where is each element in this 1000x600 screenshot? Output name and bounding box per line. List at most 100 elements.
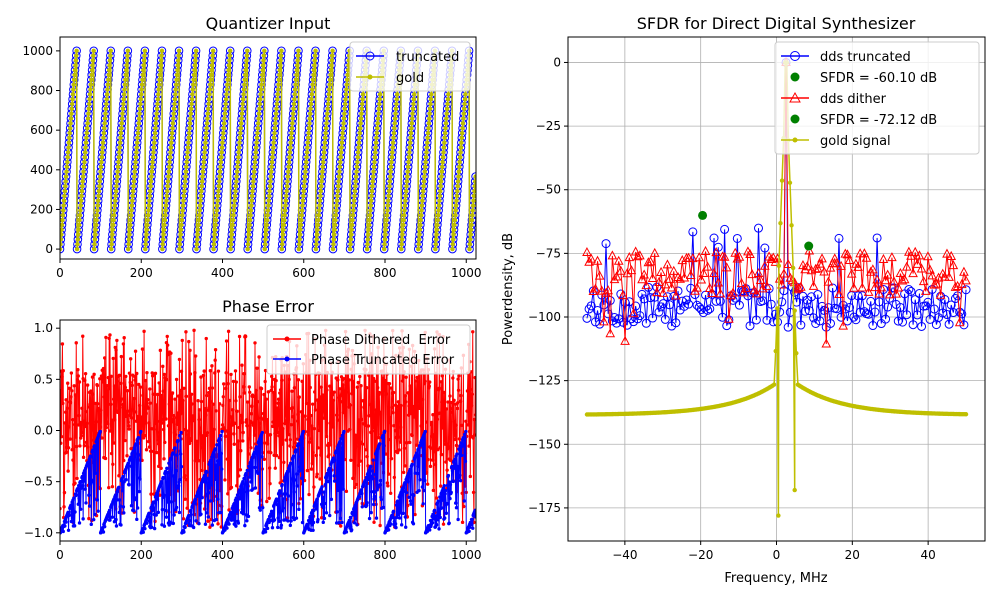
sfdr-xtick-label: 20 [845, 548, 860, 562]
gold-point [109, 237, 115, 242]
truncated-error-point [290, 477, 294, 481]
gold-point [61, 208, 66, 213]
truncated-error-point [456, 517, 460, 522]
gold-point [427, 106, 433, 112]
dithered-error-point [105, 400, 110, 404]
gold-point [443, 125, 448, 131]
dithered-error-point [237, 334, 242, 339]
dithered-error-point [389, 386, 393, 390]
gold-point [175, 67, 180, 73]
gold-signal-point [776, 263, 782, 269]
dithered-error-point [445, 442, 450, 446]
truncated-error-point [337, 521, 341, 525]
dithered-error-point [264, 430, 268, 434]
gold-point [205, 111, 211, 116]
dithered-error-point [156, 441, 161, 446]
gold-point [440, 164, 445, 170]
gold-point [462, 101, 467, 107]
truncated-error-point [83, 487, 87, 491]
dithered-error-point [60, 388, 63, 393]
dithered-error-point [427, 380, 432, 384]
gold-point [310, 87, 315, 92]
dithered-error-point [134, 410, 138, 414]
truncated-error-point [451, 479, 455, 484]
truncated-error-point [177, 510, 182, 515]
dds-dither-point [654, 276, 664, 287]
gold-point [82, 159, 87, 165]
sfdr-xtick-label: 40 [920, 548, 935, 562]
truncated-error-point [216, 497, 220, 501]
gold-point [270, 154, 275, 160]
dds-truncated-point [709, 233, 719, 243]
truncated-error-point [79, 507, 83, 511]
dithered-error-point [448, 394, 452, 398]
gold-point [351, 198, 357, 203]
dithered-error-point [187, 441, 192, 446]
truncated-error-point [117, 510, 122, 515]
truncated-error-point [84, 501, 88, 505]
gold-point [241, 92, 246, 97]
dithered-error-point [278, 388, 283, 392]
dds-truncated-point [942, 310, 952, 320]
truncated-error-point [242, 490, 247, 494]
gold-point [332, 227, 337, 232]
dithered-error-point [170, 391, 175, 395]
dithered-error-point [157, 464, 161, 469]
dithered-error-point [468, 474, 473, 479]
truncated-error-point [154, 513, 158, 517]
dithered-error-point [353, 485, 357, 490]
dithered-error-point [365, 385, 369, 390]
dithered-error-point [237, 425, 241, 430]
gold-point [254, 135, 260, 141]
dds-dither-point [776, 279, 787, 289]
dds-truncated-point [745, 321, 755, 331]
dds-truncated-point [866, 296, 876, 306]
gold-point [128, 222, 133, 228]
truncated-error-point [282, 492, 286, 496]
gold-point [436, 213, 441, 218]
gold-point [433, 242, 438, 247]
dithered-error-point [98, 377, 102, 381]
truncated-error-point [427, 528, 432, 532]
gold-point [399, 242, 404, 247]
truncated-error-point [399, 523, 404, 527]
dithered-error-point [329, 422, 334, 426]
dithered-error-point [408, 411, 413, 416]
dithered-error-point [404, 400, 408, 404]
gold-point [322, 145, 327, 150]
dds-dither-point [889, 276, 899, 286]
dithered-error-point [130, 408, 134, 412]
truncated-error-point [214, 463, 218, 467]
dithered-error-point [178, 388, 183, 393]
gold-point [150, 164, 155, 170]
dithered-error-point [280, 442, 285, 446]
dds-truncated-point [881, 314, 891, 324]
sfdr-ytick-label: 0 [553, 55, 561, 69]
gold-point [456, 174, 461, 179]
dithered-error-point [351, 379, 356, 384]
gold-point [328, 72, 333, 78]
gold-point [459, 130, 465, 136]
dds-dither-point [736, 278, 747, 288]
gold-signal-point [792, 487, 797, 493]
gold-point [223, 106, 228, 112]
truncated-error-point [443, 492, 447, 496]
gold-point [342, 111, 347, 116]
gold-point [366, 227, 371, 232]
dds-dither-point [944, 271, 954, 281]
gold-point [470, 213, 475, 218]
dithered-error-point [273, 466, 278, 470]
gold-point [106, 67, 112, 73]
gold-point [232, 193, 238, 199]
dithered-error-point [300, 379, 304, 384]
gold-point [334, 208, 339, 213]
truncated-error-point [324, 511, 329, 515]
dds-truncated-point [766, 299, 776, 309]
dithered-error-point [319, 516, 324, 520]
gold-point [191, 77, 196, 83]
dithered-error-point [133, 374, 137, 379]
gold-point [255, 125, 261, 131]
dds-truncated-point [751, 315, 761, 325]
gold-point [407, 145, 412, 150]
dithered-error-point [362, 405, 366, 409]
